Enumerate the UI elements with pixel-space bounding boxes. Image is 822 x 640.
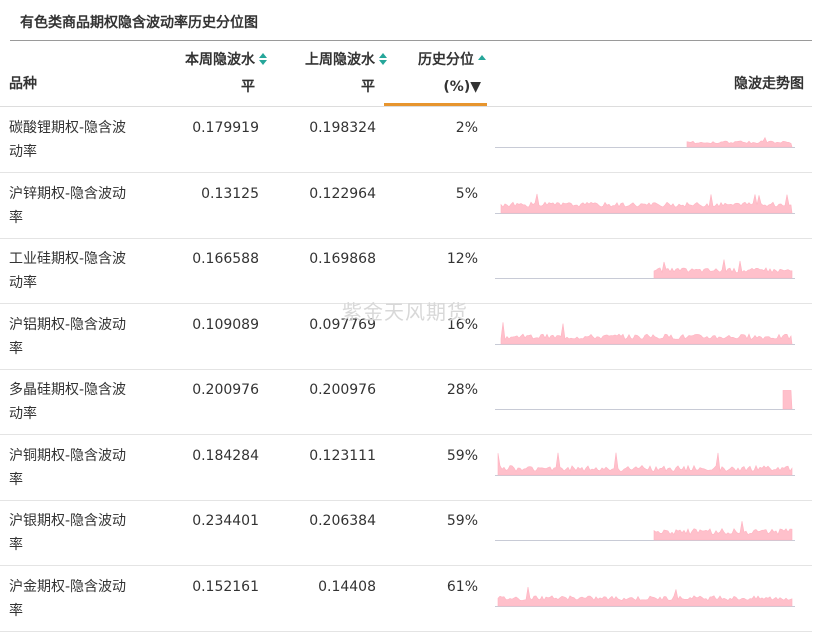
variety-name: 沪铜期权-隐含波动率: [9, 444, 154, 492]
this-week-iv: 0.109089: [192, 316, 259, 333]
table-row[interactable]: 沪铝期权-隐含波动率 0.109089 0.097769 16%: [0, 304, 812, 370]
last-week-iv: 0.206384: [309, 513, 376, 529]
sparkline-area: [497, 586, 793, 606]
header-variety-label: 品种: [9, 76, 37, 92]
sparkline-area: [653, 259, 793, 279]
table-row[interactable]: 多晶硅期权-隐含波 动率 0.200976 0.200976 28%: [0, 369, 812, 435]
iv-trend-sparkline[interactable]: [495, 441, 795, 479]
last-week-iv: 0.169868: [309, 251, 376, 267]
sparkline-area: [653, 521, 793, 541]
variety-name: 沪金期权-隐含波动率: [9, 575, 154, 623]
variety-name-line-1: 沪铜期权-隐含波动: [9, 447, 127, 464]
header-trend-label: 隐波走势图: [734, 76, 804, 92]
iv-trend-sparkline[interactable]: [495, 244, 795, 282]
last-week-iv: 0.097769: [309, 316, 376, 333]
variety-name-line-1: 工业硅期权-隐含波: [9, 251, 127, 267]
last-week-iv: 0.200976: [309, 382, 376, 398]
sparkline-area: [500, 193, 793, 213]
variety-name-line-2: 率: [9, 602, 23, 619]
sparkline-area: [782, 390, 793, 410]
variety-name-line-1: 多晶硅期权-隐含波: [9, 382, 127, 398]
sort-both-icon[interactable]: [378, 52, 388, 66]
variety-name-line-1: 沪银期权-隐含波动: [9, 513, 127, 529]
header-trend[interactable]: 隐波走势图: [734, 71, 804, 98]
iv-trend-sparkline[interactable]: [495, 506, 795, 544]
this-week-iv: 0.234401: [192, 513, 259, 529]
last-week-iv: 0.122964: [309, 185, 376, 202]
variety-name-line-2: 动率: [9, 406, 37, 422]
sort-asc-icon[interactable]: [477, 52, 487, 66]
iv-trend-sparkline[interactable]: [495, 310, 795, 348]
page-title: 有色类商品期权隐含波动率历史分位图: [20, 15, 258, 31]
header-last-week[interactable]: 上周隐波水 平: [305, 47, 388, 101]
variety-name-line-2: 率: [9, 471, 23, 488]
table-row[interactable]: 沪银期权-隐含波动率 0.234401 0.206384 59%: [0, 500, 812, 566]
header-divider: [0, 106, 812, 107]
this-week-iv: 0.200976: [192, 382, 259, 398]
header-this-week-label-2: 平: [241, 79, 255, 95]
this-week-iv: 0.166588: [192, 251, 259, 267]
this-week-iv: 0.13125: [201, 185, 259, 202]
historical-percentile: 16%: [446, 316, 478, 333]
variety-name-line-1: 碳酸锂期权-隐含波: [9, 120, 127, 136]
iv-trend-sparkline[interactable]: [495, 113, 795, 151]
sorted-column-indicator: [384, 103, 487, 106]
variety-name: 碳酸锂期权-隐含波 动率: [9, 116, 154, 164]
header-percentile-label-2: (%)▼: [443, 79, 481, 95]
iv-trend-sparkline[interactable]: [495, 375, 795, 413]
table-row[interactable]: 沪金期权-隐含波动率 0.152161 0.14408 61%: [0, 566, 812, 632]
header-variety[interactable]: 品种: [9, 71, 37, 98]
historical-percentile: 61%: [446, 578, 478, 595]
variety-name: 沪银期权-隐含波动率: [9, 509, 154, 557]
title-divider: [10, 40, 812, 41]
table-row[interactable]: 碳酸锂期权-隐含波 动率 0.179919 0.198324 2%: [0, 107, 812, 173]
variety-name-line-2: 动率: [9, 144, 37, 160]
variety-name-line-2: 率: [9, 209, 23, 226]
sort-both-icon[interactable]: [258, 52, 268, 66]
variety-name: 沪锌期权-隐含波动率: [9, 182, 154, 230]
historical-percentile: 5%: [455, 185, 478, 202]
historical-percentile: 28%: [446, 382, 478, 398]
header-last-week-label-2: 平: [361, 79, 375, 95]
variety-name-line-1: 沪金期权-隐含波动: [9, 578, 127, 595]
this-week-iv: 0.184284: [192, 447, 259, 464]
table-row[interactable]: 沪铜期权-隐含波动率 0.184284 0.123111 59%: [0, 435, 812, 501]
variety-name-line-1: 沪锌期权-隐含波动: [9, 185, 127, 202]
iv-trend-sparkline[interactable]: [495, 179, 795, 217]
sparkline-area: [497, 452, 793, 475]
variety-name: 多晶硅期权-隐含波 动率: [9, 378, 154, 426]
historical-percentile: 59%: [446, 513, 478, 529]
table-row[interactable]: 工业硅期权-隐含波 动率 0.166588 0.169868 12%: [0, 238, 812, 304]
variety-name-line-2: 率: [9, 537, 23, 553]
variety-name-line-2: 动率: [9, 275, 37, 291]
variety-name: 沪铝期权-隐含波动率: [9, 313, 154, 361]
last-week-iv: 0.198324: [309, 120, 376, 136]
variety-name: 工业硅期权-隐含波 动率: [9, 247, 154, 295]
sparkline-area: [686, 136, 793, 148]
header-percentile-label-1: 历史分位: [418, 52, 474, 68]
table-row[interactable]: 沪锌期权-隐含波动率 0.13125 0.122964 5%: [0, 173, 812, 239]
historical-percentile: 2%: [455, 120, 478, 136]
this-week-iv: 0.179919: [192, 120, 259, 136]
historical-percentile: 12%: [446, 251, 478, 267]
sparkline-area: [500, 321, 793, 344]
iv-trend-sparkline[interactable]: [495, 572, 795, 610]
header-percentile[interactable]: 历史分位 (%)▼: [418, 47, 487, 101]
header-last-week-label-1: 上周隐波水: [305, 52, 375, 68]
variety-name-line-1: 沪铝期权-隐含波动: [9, 316, 127, 333]
header-this-week-label-1: 本周隐波水: [185, 52, 255, 68]
header-this-week[interactable]: 本周隐波水 平: [185, 47, 268, 101]
variety-name-line-2: 率: [9, 340, 23, 357]
this-week-iv: 0.152161: [192, 578, 259, 595]
last-week-iv: 0.14408: [318, 578, 376, 595]
last-week-iv: 0.123111: [309, 447, 376, 464]
historical-percentile: 59%: [446, 447, 478, 464]
